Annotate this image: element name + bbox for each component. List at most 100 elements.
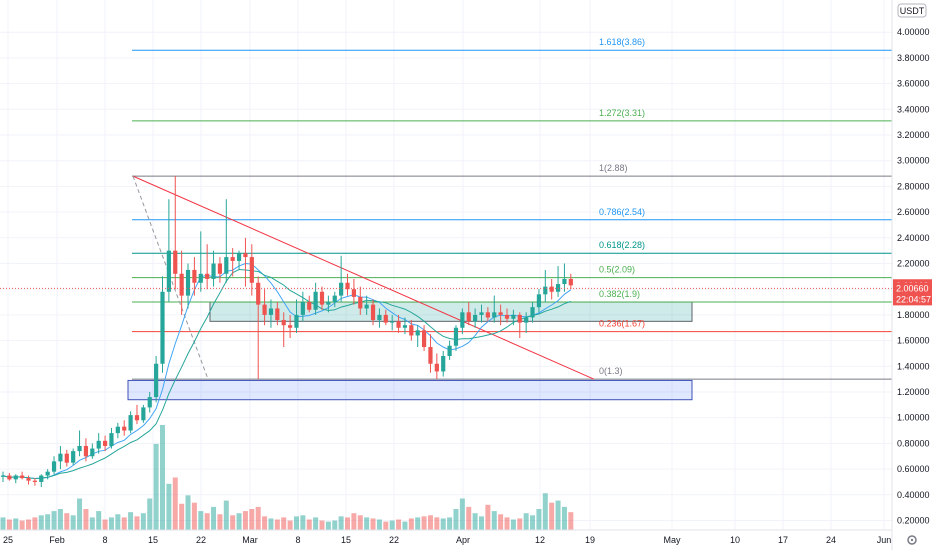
candle-body bbox=[447, 345, 452, 357]
volume-bar bbox=[6, 519, 12, 530]
volume-bar bbox=[83, 509, 89, 530]
time-axis[interactable]: 25 Feb 8 15 22 Mar 8 15 22 Apr 12 19 May 10 17 24 Jun bbox=[3, 535, 891, 545]
y-tick-label: 4.00000 bbox=[897, 27, 930, 37]
volume-bar bbox=[262, 516, 268, 530]
volume-bar bbox=[364, 517, 370, 530]
volume-bar bbox=[70, 515, 76, 530]
candle-body bbox=[492, 312, 497, 318]
volume-bar bbox=[357, 515, 363, 530]
x-tick-label: 8 bbox=[102, 535, 107, 545]
candle-body bbox=[147, 397, 152, 408]
volume-bar bbox=[64, 513, 70, 530]
y-tick-label: 3.20000 bbox=[897, 130, 930, 140]
fib-level-label: 0.618(2.28) bbox=[599, 240, 645, 250]
currency-badge[interactable] bbox=[897, 3, 927, 18]
volume-bar bbox=[345, 517, 351, 530]
y-tick-label: 2.20000 bbox=[897, 259, 930, 269]
x-tick-label: Mar bbox=[242, 535, 258, 545]
y-tick-label: 0.20000 bbox=[897, 516, 930, 526]
x-tick-label: Jun bbox=[877, 535, 892, 545]
volume-bar bbox=[459, 498, 465, 530]
volume-bar bbox=[472, 513, 478, 530]
candle-body bbox=[32, 480, 37, 482]
candle-body bbox=[453, 327, 459, 346]
candle-body bbox=[211, 263, 216, 279]
candle-body bbox=[39, 475, 44, 482]
volume-bar bbox=[204, 513, 210, 530]
candle-body bbox=[562, 278, 567, 285]
volume-bar bbox=[491, 511, 497, 530]
settings-gear-icon[interactable] bbox=[907, 535, 917, 545]
candle-body bbox=[198, 273, 203, 283]
candle-body bbox=[83, 445, 89, 457]
candle-body bbox=[236, 253, 242, 261]
volume-bar bbox=[198, 511, 204, 530]
volume-bar bbox=[211, 506, 217, 530]
candle-body bbox=[319, 291, 325, 305]
candle-body bbox=[192, 269, 197, 283]
x-tick-label: 25 bbox=[3, 535, 13, 545]
candle-body bbox=[536, 294, 542, 308]
volume-bars bbox=[0, 425, 574, 530]
price-zones bbox=[127, 301, 693, 401]
x-tick-label: 22 bbox=[196, 535, 206, 545]
candle-body bbox=[115, 426, 120, 434]
fib-level-label: 1(2.88) bbox=[599, 163, 628, 173]
x-tick-label: 22 bbox=[389, 535, 399, 545]
volume-bar bbox=[242, 511, 248, 530]
x-tick-label: 15 bbox=[341, 535, 351, 545]
candle-body bbox=[7, 475, 12, 480]
y-tick-label: 0.60000 bbox=[897, 464, 930, 474]
volume-bar bbox=[402, 521, 408, 530]
candle-body bbox=[20, 475, 25, 479]
candle-body bbox=[179, 273, 184, 296]
fib-level-label: 0.382(1.9) bbox=[599, 289, 640, 299]
candle-body bbox=[466, 312, 471, 322]
y-tick-label: 1.20000 bbox=[897, 387, 930, 397]
candle-body bbox=[0, 475, 6, 477]
candle-body bbox=[409, 325, 414, 336]
fib-level-label: 0(1.3) bbox=[599, 366, 623, 376]
candle-body bbox=[377, 314, 382, 321]
x-tick-label: 8 bbox=[295, 535, 300, 545]
candle-body bbox=[460, 312, 465, 328]
price-axis[interactable]: 4.00000 3.80000 3.60000 3.40000 3.20000 3.000… bbox=[897, 27, 930, 525]
volume-bar bbox=[147, 498, 153, 530]
candle-body bbox=[498, 312, 503, 315]
volume-bar bbox=[338, 516, 344, 530]
volume-bar bbox=[530, 515, 536, 530]
candle-body bbox=[524, 317, 529, 323]
volume-bar bbox=[325, 521, 331, 530]
candle-body bbox=[390, 321, 395, 323]
moving-averages bbox=[2, 262, 572, 480]
price-axis-background[interactable] bbox=[892, 0, 932, 550]
x-tick-label: Apr bbox=[456, 535, 470, 545]
volume-bar bbox=[498, 514, 504, 530]
moving-average-line bbox=[2, 268, 571, 480]
volume-bar bbox=[421, 516, 427, 530]
candle-body bbox=[530, 307, 535, 318]
price-tag bbox=[893, 282, 932, 295]
volume-bar bbox=[153, 443, 159, 530]
candle-body bbox=[160, 291, 165, 364]
downtrend-line bbox=[132, 175, 595, 380]
fib-level-label: 1.618(3.86) bbox=[599, 37, 645, 47]
y-tick-label: 3.00000 bbox=[897, 156, 930, 166]
candle-body bbox=[173, 250, 178, 274]
y-tick-label: 0.80000 bbox=[897, 438, 930, 448]
candle-body bbox=[294, 314, 299, 328]
volume-bar bbox=[26, 519, 32, 530]
candle-body bbox=[122, 426, 127, 431]
volume-bar bbox=[281, 517, 287, 530]
x-tick-label: 12 bbox=[535, 535, 545, 545]
candle-body bbox=[517, 314, 522, 323]
candle-body bbox=[383, 314, 388, 323]
volume-bar bbox=[434, 517, 440, 530]
candle-body bbox=[549, 286, 554, 292]
volume-bar bbox=[351, 513, 357, 530]
x-tick-label: 10 bbox=[730, 535, 740, 545]
candle-body bbox=[96, 440, 101, 449]
moving-average-line bbox=[2, 262, 572, 480]
